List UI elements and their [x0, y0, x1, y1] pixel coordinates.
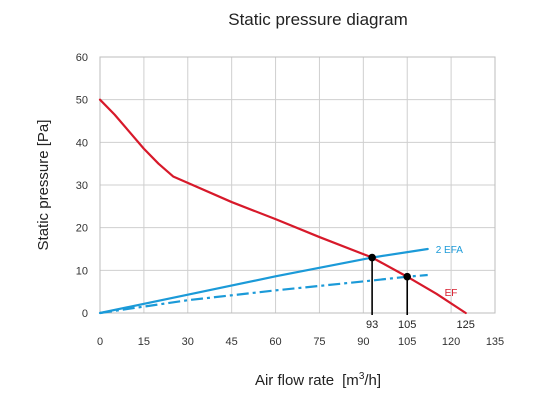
series-line-3	[99, 273, 428, 315]
x-axis-unit-exponent: 3	[359, 371, 365, 382]
chart-series	[98, 98, 467, 315]
x-annotation-label: 125	[457, 319, 475, 331]
plot-frame	[99, 56, 496, 314]
x-tick-label: 60	[269, 336, 281, 348]
series-label-2-efa: 2 EFA	[436, 245, 464, 256]
operating-point-label: 93	[366, 319, 378, 331]
operating-point-marker	[368, 253, 376, 262]
y-tick-label: 30	[76, 180, 88, 192]
series-line-1	[98, 98, 467, 315]
operating-point-marker	[403, 272, 412, 281]
x-axis-unit-prefix: [m	[342, 372, 359, 389]
x-tick-label: 30	[182, 336, 194, 348]
operating-point-label: 105	[398, 319, 416, 331]
y-tick-label: 60	[76, 52, 88, 64]
x-tick-label: 135	[486, 336, 504, 348]
series-label-ef: EF	[445, 288, 458, 299]
y-tick-label: 50	[76, 95, 88, 107]
series-line-2	[98, 247, 429, 315]
x-tick-label: 90	[357, 336, 369, 348]
y-axis-label: Static pressure [Pa]	[35, 120, 52, 251]
chart-grid	[99, 56, 496, 314]
y-axis-ticks: 0 10 20 30 40 50 60	[76, 52, 88, 320]
y-tick-label: 40	[76, 137, 88, 149]
series-labels: 2 EFA EF	[436, 245, 464, 299]
y-tick-label: 10	[76, 265, 88, 277]
y-tick-label: 20	[76, 223, 88, 235]
x-tick-label: 120	[442, 336, 460, 348]
x-axis-ticks: 0 15 30 45 60 75 90 105 120 135	[97, 336, 504, 348]
y-tick-label: 0	[82, 308, 88, 320]
x-tick-label: 0	[97, 336, 103, 348]
x-tick-label: 105	[398, 336, 416, 348]
x-axis-label-text: Air flow rate	[255, 372, 334, 389]
x-axis-label: Air flow rate [m3/h]	[255, 371, 381, 389]
chart-title: Static pressure diagram	[228, 10, 408, 29]
x-tick-label: 15	[138, 336, 150, 348]
operating-points: 93 105 125	[366, 253, 475, 331]
x-tick-label: 75	[313, 336, 325, 348]
x-tick-label: 45	[226, 336, 238, 348]
x-axis-unit-suffix: /h]	[364, 372, 381, 389]
